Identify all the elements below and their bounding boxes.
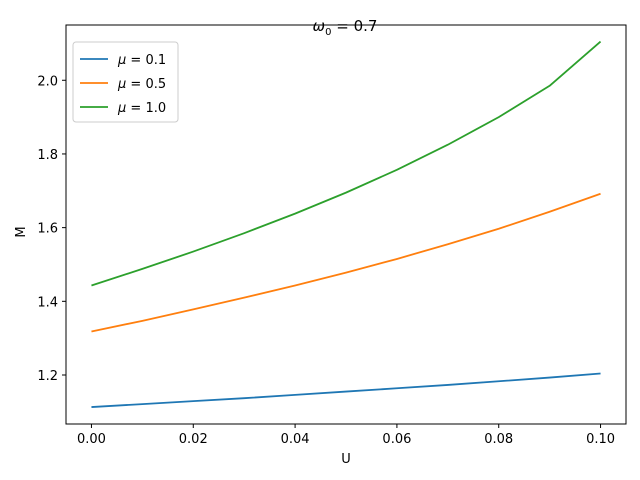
title-value: = 0.7: [331, 17, 377, 35]
legend-value: = 0.5: [126, 77, 166, 92]
legend-value: = 0.1: [126, 53, 166, 68]
legend-value: = 1.0: [126, 101, 166, 116]
x-tick-label: 0.06: [382, 432, 411, 447]
x-tick-label: 0.02: [179, 432, 208, 447]
x-tick-label: 0.08: [484, 432, 513, 447]
title-subscript: 0: [325, 27, 331, 38]
y-axis-label: M: [14, 226, 29, 237]
legend-label: μ = 0.1: [117, 53, 166, 68]
legend-label: μ = 1.0: [117, 101, 166, 116]
x-tick-label: 0.10: [586, 432, 615, 447]
x-tick-label: 0.04: [281, 432, 310, 447]
series-lines: [91, 40, 602, 408]
legend: μ = 0.1μ = 0.5μ = 1.0: [72, 41, 179, 123]
y-tick-label: 1.4: [37, 295, 58, 310]
y-tick-label: 2.0: [37, 74, 58, 89]
legend-symbol: μ: [117, 53, 126, 68]
y-axis-ticks: 1.2 1.4 1.6 1.8 2.0: [37, 74, 66, 384]
x-axis-label: U: [341, 452, 351, 467]
chart-title: ω0 = 0.7: [313, 17, 378, 38]
series-line-3: [91, 40, 602, 287]
y-tick-label: 1.2: [37, 369, 58, 384]
title-omega: ω: [313, 17, 326, 35]
legend-label: μ = 0.5: [117, 77, 166, 92]
legend-symbol: μ: [117, 101, 126, 116]
axes-frame: [65, 24, 627, 425]
series-line-2: [91, 192, 601, 333]
legend-symbol: μ: [117, 77, 126, 92]
legend-box: [72, 41, 179, 123]
x-tick-label: 0.00: [77, 432, 106, 447]
x-axis-ticks: 0.00 0.02 0.04 0.06 0.08 0.10: [77, 424, 615, 447]
y-tick-label: 1.6: [37, 222, 58, 237]
series-line-1: [91, 372, 601, 408]
y-tick-label: 1.8: [37, 148, 58, 163]
